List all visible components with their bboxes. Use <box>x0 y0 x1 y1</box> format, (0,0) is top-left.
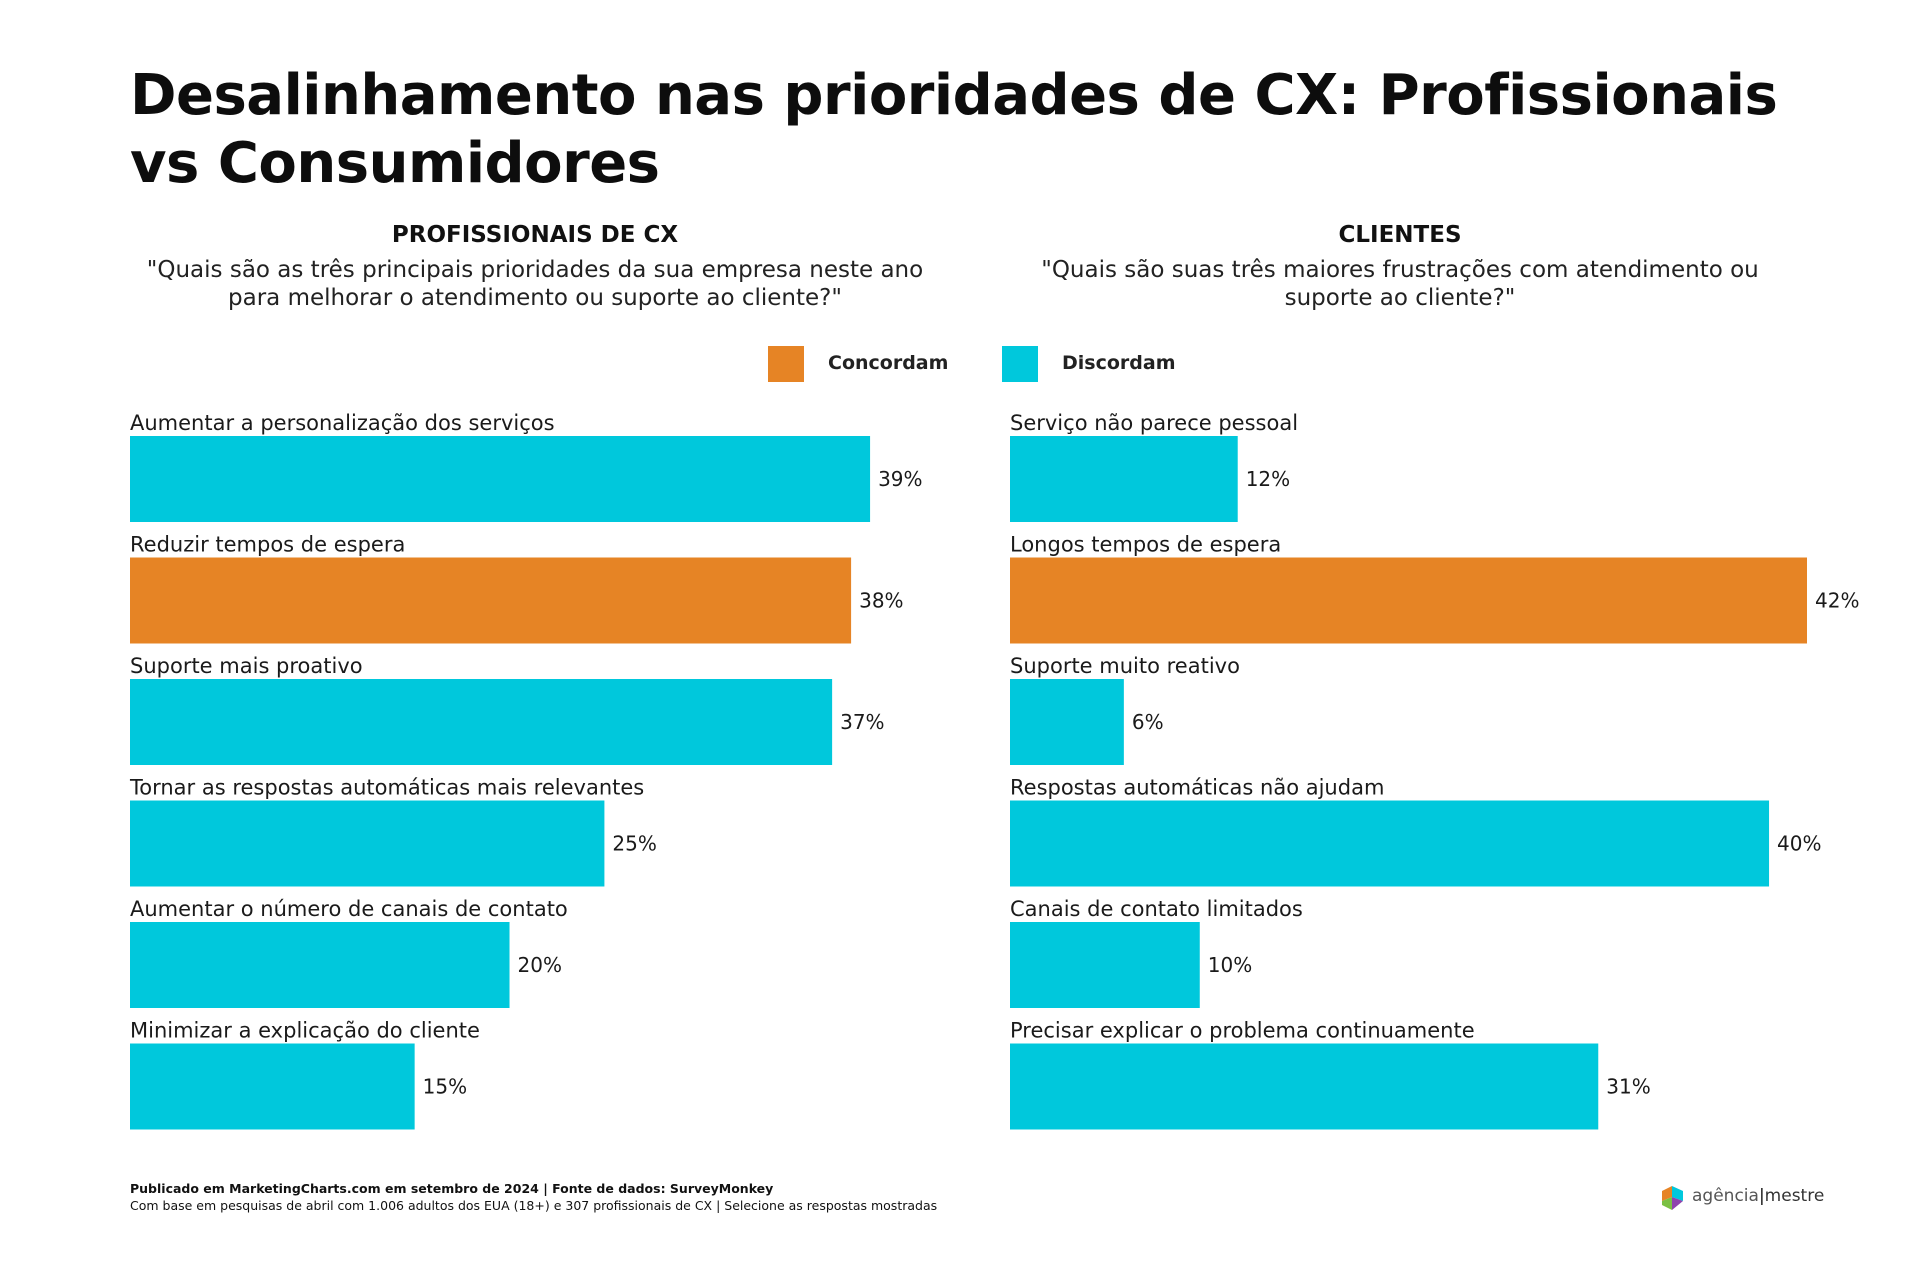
bar-disagree <box>130 679 833 765</box>
right-panel-title: CLIENTES <box>1338 222 1462 248</box>
left-panel-question: "Quais são as três principais prioridade… <box>146 257 924 311</box>
bar-disagree <box>1010 922 1200 1008</box>
chart-title: Desalinhamento nas prioridades de CX: Pr… <box>130 63 1778 196</box>
footer-note: Com base em pesquisas de abril com 1.006… <box>130 1198 938 1213</box>
value-label: 40% <box>1777 832 1821 856</box>
value-label: 38% <box>859 589 903 613</box>
value-label: 25% <box>612 832 656 856</box>
value-label: 42% <box>1815 589 1859 613</box>
bar-disagree <box>1010 679 1124 765</box>
value-label: 39% <box>878 467 922 491</box>
logo-suffix: mestre <box>1764 1186 1825 1206</box>
footer: Publicado em MarketingCharts.com em sete… <box>130 1180 937 1214</box>
category-label: Tornar as respostas automáticas mais rel… <box>129 776 644 800</box>
legend-swatch-agree <box>768 346 804 382</box>
category-label: Serviço não parece pessoal <box>1010 411 1298 435</box>
category-label: Canais de contato limitados <box>1010 897 1303 921</box>
bar-agree <box>130 557 852 644</box>
value-label: 20% <box>518 953 562 977</box>
value-label: 15% <box>423 1075 467 1099</box>
left-panel-title: PROFISSIONAIS DE CX <box>391 222 679 248</box>
category-label: Respostas automáticas não ajudam <box>1010 776 1384 800</box>
bar-disagree <box>130 1043 415 1130</box>
bar-disagree <box>1010 436 1238 522</box>
category-label: Minimizar a explicação do cliente <box>130 1019 480 1043</box>
legend-label-disagree: Discordam <box>1062 352 1176 374</box>
category-label: Aumentar o número de canais de contato <box>130 897 568 921</box>
left-panel-header: PROFISSIONAIS DE CX "Quais são as três p… <box>130 220 940 312</box>
bar-disagree <box>1010 800 1770 887</box>
right-panel-header: CLIENTES "Quais são suas três maiores fr… <box>1000 220 1800 312</box>
bar-disagree <box>130 800 605 887</box>
bar-disagree <box>130 436 871 522</box>
footer-source: Publicado em MarketingCharts.com em sete… <box>130 1181 774 1196</box>
category-label: Longos tempos de espera <box>1010 533 1281 557</box>
category-label: Reduzir tempos de espera <box>130 533 405 557</box>
right-panel-question: "Quais são suas três maiores frustrações… <box>1041 257 1759 311</box>
legend-label-agree: Concordam <box>828 352 949 374</box>
value-label: 6% <box>1132 710 1164 734</box>
value-label: 31% <box>1606 1075 1650 1099</box>
logo-name: agência <box>1692 1186 1759 1206</box>
value-label: 10% <box>1208 953 1252 977</box>
category-label: Suporte muito reativo <box>1010 654 1240 678</box>
category-label: Precisar explicar o problema continuamen… <box>1010 1019 1475 1043</box>
bar-agree <box>1010 557 1807 644</box>
legend-swatch-disagree <box>1002 346 1038 382</box>
value-label: 12% <box>1246 467 1290 491</box>
logo-text: agência|mestre <box>1692 1186 1825 1206</box>
category-label: Aumentar a personalização dos serviços <box>130 411 555 435</box>
legend: Concordam Discordam <box>0 346 1920 382</box>
bar-disagree <box>1010 1043 1599 1130</box>
logo-mark-icon <box>1662 1186 1683 1210</box>
value-label: 37% <box>840 710 884 734</box>
category-label: Suporte mais proativo <box>130 654 363 678</box>
bar-disagree <box>130 922 510 1008</box>
